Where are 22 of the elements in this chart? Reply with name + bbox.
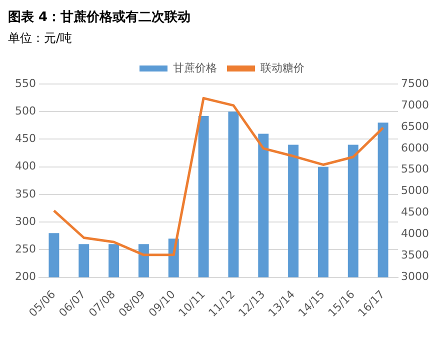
legend-label: 甘蔗价格	[173, 61, 217, 74]
y2-tick-label: 3000	[401, 270, 430, 284]
y-tick-label: 450	[14, 132, 36, 146]
y2-tick-label: 6500	[401, 120, 430, 133]
y2-tick-label: 7500	[401, 76, 430, 90]
y2-tick-label: 7000	[401, 98, 430, 112]
legend-label: 联动糖价	[260, 61, 304, 74]
chart-subtitle: 单位：元/吨	[8, 30, 74, 47]
y-tick-label: 550	[14, 76, 36, 90]
y-tick-label: 400	[14, 160, 36, 173]
y2-tick-label: 5000	[401, 184, 430, 198]
y-tick-label: 200	[14, 270, 36, 284]
y-tick-label: 300	[14, 214, 36, 228]
y-tick-label: 500	[14, 104, 36, 118]
y2-tick-label: 3500	[401, 248, 430, 262]
y2-tick-label: 4500	[401, 206, 430, 219]
y2-tick-label: 5500	[401, 162, 430, 176]
y-tick-label: 250	[14, 242, 36, 256]
y-tick-label: 350	[14, 187, 36, 200]
y2-tick-label: 4000	[401, 227, 430, 240]
y2-tick-label: 6000	[401, 141, 430, 154]
chart-title: 图表 4：甘蔗价格或有二次联动	[8, 9, 192, 26]
